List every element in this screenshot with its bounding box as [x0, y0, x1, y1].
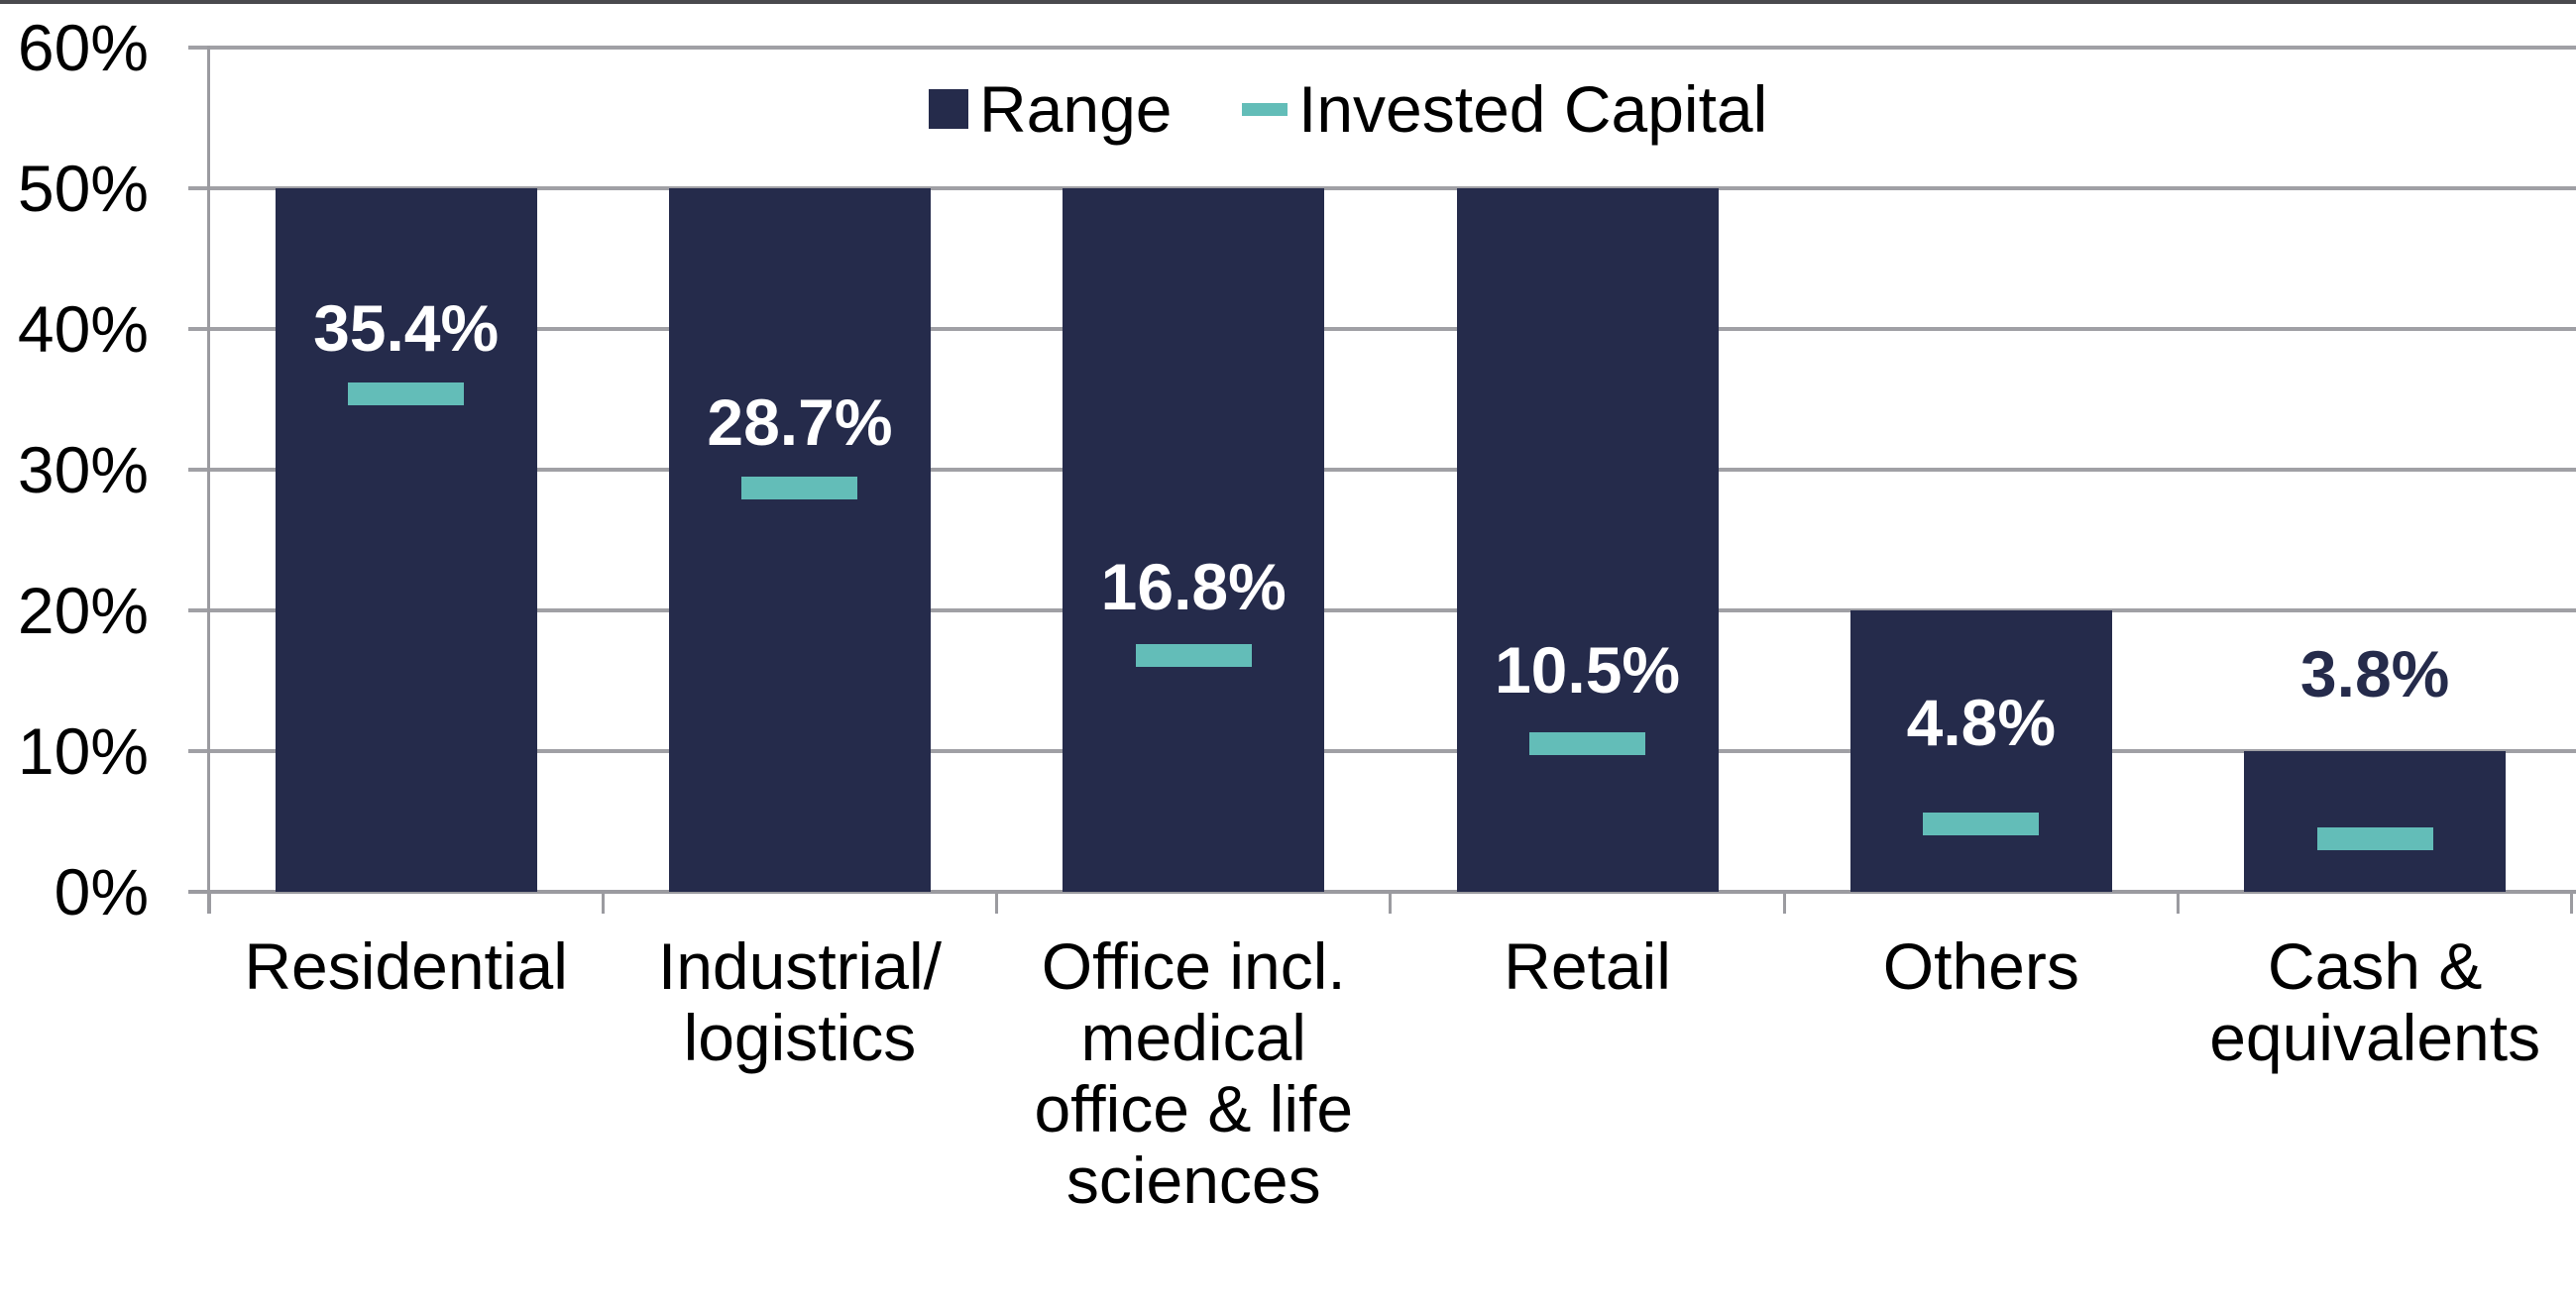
y-axis-tick-label: 20%	[17, 574, 149, 647]
y-axis-tick-label: 30%	[17, 433, 149, 506]
gridline	[188, 46, 2576, 50]
invested-capital-marker	[1923, 813, 2040, 836]
gridline	[188, 327, 2576, 331]
y-axis-tick-label: 60%	[17, 11, 149, 84]
x-axis-tick	[1782, 892, 1786, 914]
invested-capital-value-label: 4.8%	[1906, 685, 2057, 759]
legend-invested-capital-label: Invested Capital	[1298, 72, 1768, 146]
y-axis-tick-label: 0%	[54, 855, 149, 928]
x-axis-line	[188, 890, 2576, 894]
gridline	[188, 186, 2576, 190]
range-bar	[1849, 610, 2112, 892]
range-bar	[668, 188, 931, 892]
y-axis-tick-label: 40%	[17, 292, 149, 366]
category-label: Cash & equivalents	[2209, 929, 2541, 1074]
legend-range-swatch	[929, 89, 968, 129]
x-axis-tick	[1389, 892, 1393, 914]
x-axis-tick	[2177, 892, 2180, 914]
x-axis-tick	[207, 892, 211, 914]
gridline	[188, 749, 2576, 753]
y-axis-tick-label: 10%	[17, 714, 149, 788]
x-axis-tick	[995, 892, 999, 914]
range-bar	[1063, 188, 1325, 892]
category-label: Industrial/ logistics	[657, 929, 942, 1074]
legend-invested-capital-swatch	[1242, 103, 1288, 116]
range-bar	[2244, 751, 2507, 892]
invested-capital-marker	[741, 476, 858, 499]
invested-capital-value-label: 35.4%	[313, 291, 500, 366]
gridline	[188, 608, 2576, 612]
invested-capital-value-label: 16.8%	[1100, 550, 1287, 624]
invested-capital-marker	[348, 382, 465, 405]
invested-capital-value-label: 3.8%	[2299, 637, 2450, 711]
invested-capital-marker	[2316, 826, 2433, 850]
gridline	[188, 468, 2576, 472]
y-axis-line	[207, 46, 210, 914]
x-axis-tick	[2570, 892, 2574, 914]
x-axis-tick	[601, 892, 605, 914]
category-label: Residential	[244, 929, 568, 1003]
invested-capital-value-label: 28.7%	[707, 385, 893, 460]
range-bar	[1456, 188, 1719, 892]
invested-capital-marker	[1135, 643, 1252, 667]
category-label: Others	[1882, 929, 2079, 1003]
invested-capital-value-label: 10.5%	[1494, 632, 1681, 707]
legend-range-label: Range	[979, 72, 1173, 146]
category-label: Office incl. medical office & life scien…	[1034, 929, 1354, 1217]
category-label: Retail	[1504, 929, 1671, 1003]
invested-capital-marker	[1529, 732, 1646, 756]
chart-top-border	[0, 0, 2576, 4]
y-axis-tick-label: 50%	[17, 152, 149, 225]
range-bar	[275, 188, 537, 892]
